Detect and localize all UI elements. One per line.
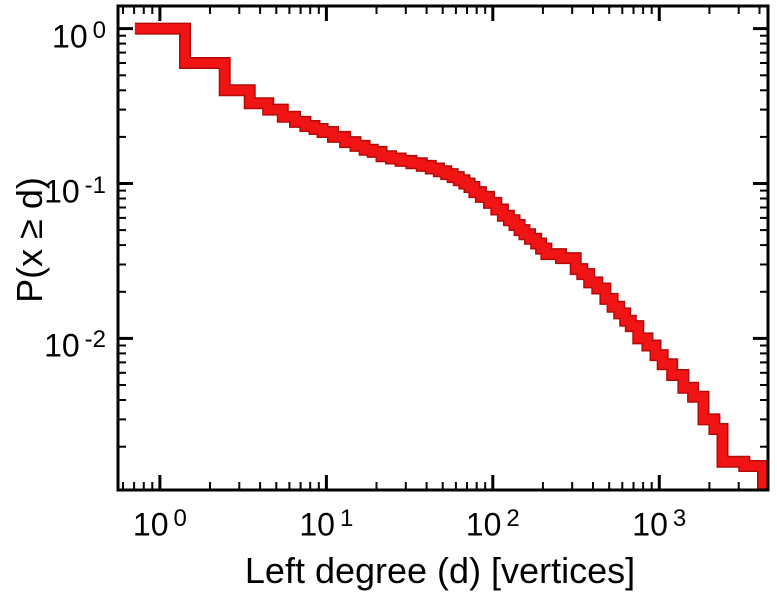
plot-background [118,6,768,490]
tick-label-exponent: 2 [506,505,520,532]
tick-label-base: 10 [465,506,502,543]
x-tick-label: 10 0 [100,498,220,544]
tick-label-base: 10 [299,506,335,543]
tick-label-exponent: -2 [84,326,106,354]
tick-label-base: 10 [44,173,80,210]
x-tick-label: 10 1 [266,498,386,544]
tick-label-base: 10 [632,506,668,543]
tick-label-exponent: -1 [84,171,106,199]
x-tick-label: 10 2 [433,498,553,544]
tick-label-base: 10 [52,18,88,55]
tick-label-base: 10 [44,328,80,365]
y-tick-label: 10 -2 [0,319,106,365]
tick-label-base: 10 [132,506,169,543]
plot-frame [116,4,770,492]
ccdf-step-line [134,24,768,490]
tick-label-exponent: 0 [173,505,187,532]
tick-label-exponent: 0 [92,16,106,44]
tick-label-exponent: 3 [672,505,687,532]
tick-label-exponent: 1 [339,505,354,532]
y-tick-label: 10 0 [0,10,106,56]
x-tick-label: 10 3 [599,498,719,544]
y-tick-label: 10 -1 [0,165,106,211]
x-axis-title: Left degree (d) [vertices] [244,550,636,591]
